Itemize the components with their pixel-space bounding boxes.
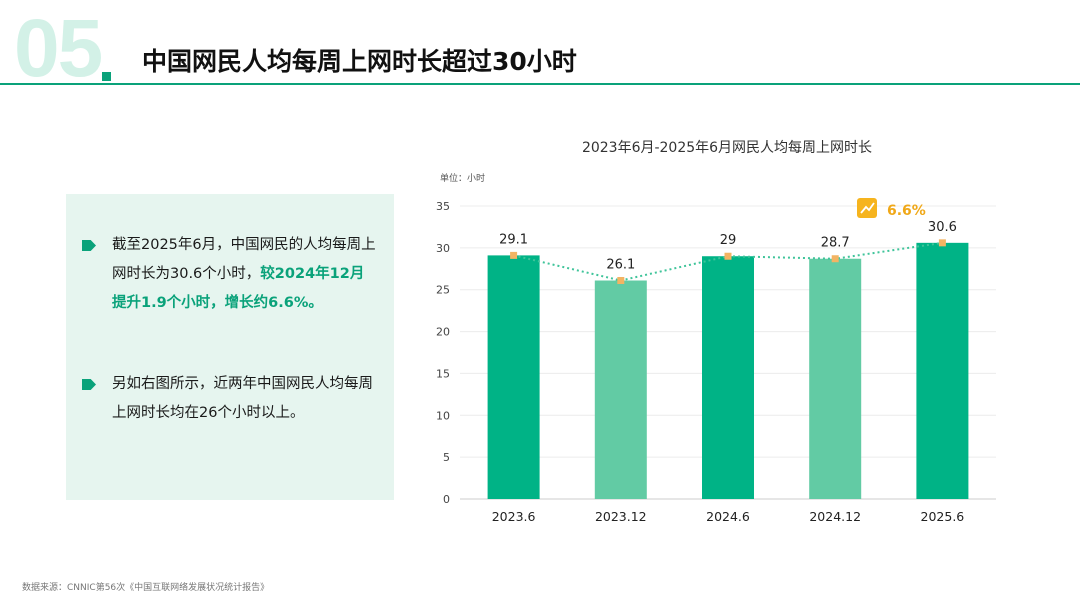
y-tick-label: 25: [436, 284, 450, 297]
data-label: 28.7: [821, 236, 850, 251]
bullet-item-1: 截至2025年6月，中国网民的人均每周上网时长为30.6个小时，较2024年12…: [82, 231, 378, 318]
data-label: 30.6: [928, 220, 957, 235]
bar: [809, 258, 862, 499]
x-tick-label: 2024.12: [809, 509, 861, 524]
bar: [594, 280, 647, 499]
data-label: 29: [720, 233, 737, 248]
data-point-marker: [510, 251, 518, 259]
data-point-marker: [938, 239, 946, 247]
y-tick-label: 10: [436, 409, 450, 422]
x-tick-label: 2024.6: [706, 509, 750, 524]
chart-title: 2023年6月-2025年6月网民人均每周上网时长: [582, 140, 872, 156]
x-tick-label: 2023.12: [595, 509, 647, 524]
y-tick-label: 15: [436, 367, 450, 380]
bar: [916, 242, 969, 499]
data-label: 29.1: [499, 232, 528, 247]
bar: [702, 256, 754, 499]
y-tick-label: 35: [436, 200, 450, 213]
unit-label: 单位：小时: [440, 172, 485, 184]
trend-up-icon-arrow: [860, 202, 875, 214]
data-label: 26.1: [606, 258, 635, 273]
y-tick-label: 30: [436, 242, 450, 255]
bar: [487, 255, 540, 499]
bullet-marker-icon: [82, 379, 96, 390]
data-point-marker: [724, 252, 732, 260]
data-point-marker: [617, 277, 625, 285]
data-source: 数据来源：CNNIC第56次《中国互联网络发展状况统计报告》: [22, 583, 270, 593]
y-tick-label: 20: [436, 326, 450, 339]
section-number: 05: [14, 3, 103, 94]
page-title: 中国网民人均每周上网时长超过30小时: [142, 47, 577, 76]
bullet-text-1-plain: 截至2025年6月，中国网民的人均每周上网时长为30.6个小时，: [112, 237, 376, 282]
bullet-text-1: 截至2025年6月，中国网民的人均每周上网时长为30.6个小时，较2024年12…: [82, 231, 378, 318]
x-tick-label: 2023.6: [492, 509, 536, 524]
title-divider: [0, 83, 1080, 85]
growth-rate-label: 6.6%: [887, 203, 926, 219]
bullet-item-2: 另如右图所示，近两年中国网民人均每周上网时长均在26个小时以上。: [82, 370, 378, 428]
bullet-marker-icon: [82, 240, 96, 251]
x-tick-label: 2025.6: [921, 509, 965, 524]
summary-panel: 截至2025年6月，中国网民的人均每周上网时长为30.6个小时，较2024年12…: [66, 194, 394, 500]
section-number-dot: [102, 72, 111, 81]
bar-chart: 2023年6月-2025年6月网民人均每周上网时长 单位：小时 0 5 10 15 20…: [436, 140, 996, 524]
bullet-text-2: 另如右图所示，近两年中国网民人均每周上网时长均在26个小时以上。: [112, 376, 373, 421]
data-point-marker: [831, 255, 839, 263]
bullet-text-1-highlight: 较2024年12月提升1.9个小时，增长约6.6%。: [112, 266, 365, 311]
y-tick-label: 0: [443, 493, 450, 506]
growth-badge: 6.6%: [857, 198, 926, 219]
y-tick-label: 5: [443, 451, 450, 464]
